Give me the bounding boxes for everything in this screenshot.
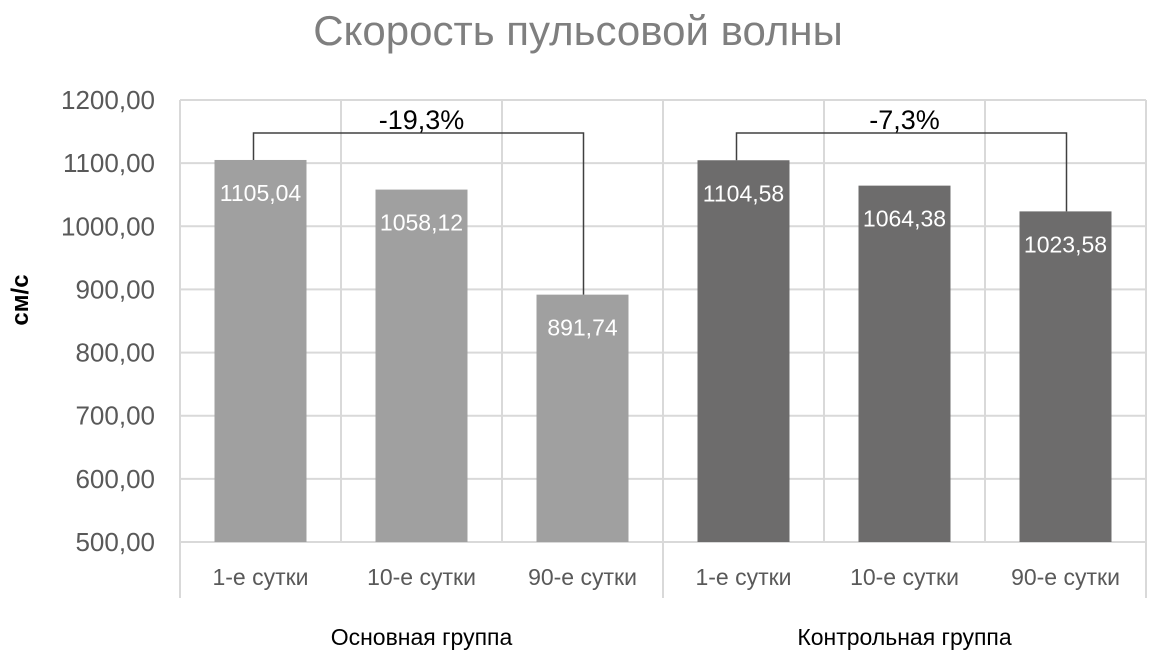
y-tick-label: 900,00 — [75, 274, 155, 304]
group-label: Основная группа — [331, 624, 513, 650]
y-tick-label: 500,00 — [75, 527, 155, 557]
category-label: 90-е сутки — [1011, 564, 1120, 590]
data-label: 1105,04 — [220, 180, 302, 206]
category-label: 90-е сутки — [528, 564, 637, 590]
y-tick-label: 700,00 — [75, 401, 155, 431]
y-tick-label: 1000,00 — [61, 211, 155, 241]
change-annotation: -7,3% — [869, 105, 940, 135]
data-labels: 1105,04 1058,12 891,74 1104,58 1064,38 1023,5… — [220, 180, 1107, 341]
group-label: Контрольная группа — [797, 624, 1012, 650]
category-labels: 1-е сутки 10-е сутки 90-е сутки Основная гр… — [212, 564, 1119, 650]
category-label: 1-е сутки — [212, 564, 308, 590]
category-label: 10-е сутки — [850, 564, 959, 590]
y-tick-label: 1100,00 — [63, 148, 155, 178]
bar — [375, 189, 468, 542]
y-tick-label: 1200,00 — [61, 85, 155, 115]
bar — [214, 159, 307, 543]
data-label: 1023,58 — [1024, 231, 1107, 257]
chart-title: Скорость пульсовой волны — [313, 7, 843, 54]
annotations: -19,3% -7,3% — [252, 105, 1068, 295]
y-tick-label: 800,00 — [75, 338, 155, 368]
bar — [536, 294, 629, 542]
data-label: 891,74 — [547, 315, 618, 341]
bar — [1019, 211, 1112, 543]
change-bracket — [252, 132, 585, 295]
data-label: 1104,58 — [703, 180, 784, 206]
data-label: 1064,38 — [863, 206, 946, 232]
y-tick-labels: 500,00 600,00 700,00 800,00 900,00 1000,00 110… — [61, 85, 155, 557]
bar — [858, 185, 951, 542]
y-axis-label: см/с — [7, 274, 34, 325]
change-bracket — [735, 132, 1068, 212]
gridlines — [179, 99, 1147, 598]
data-label: 1058,12 — [380, 210, 463, 236]
category-label: 1-е сутки — [695, 564, 791, 590]
category-label: 10-е сутки — [367, 564, 476, 590]
y-tick-label: 600,00 — [75, 464, 155, 494]
bars — [214, 159, 1112, 543]
change-annotation: -19,3% — [379, 105, 465, 135]
bar — [697, 160, 790, 542]
